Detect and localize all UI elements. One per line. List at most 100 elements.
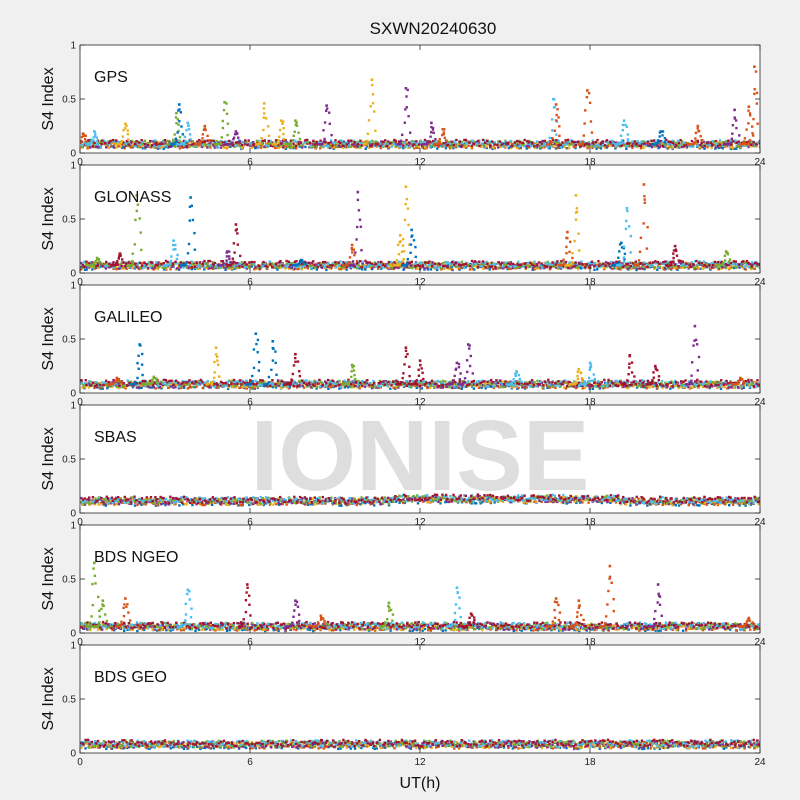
data-point [147, 381, 150, 384]
data-point [297, 267, 300, 271]
data-point [407, 141, 411, 144]
data-point [175, 122, 178, 125]
data-point [621, 265, 624, 268]
data-point [459, 265, 462, 268]
data-point [693, 267, 696, 270]
data-point [117, 383, 121, 386]
data-point [279, 386, 283, 389]
data-point [493, 141, 496, 144]
data-point [355, 259, 359, 263]
y-axis-label: S4 Index [40, 67, 57, 130]
data-point [496, 262, 499, 266]
data-point [555, 113, 558, 117]
data-point [450, 268, 453, 271]
data-point [700, 143, 703, 146]
data-point [696, 263, 699, 266]
data-point [680, 145, 684, 149]
data-point [175, 262, 178, 265]
data-point [431, 261, 434, 264]
data-point [518, 265, 521, 268]
data-point [340, 139, 343, 142]
data-point [727, 261, 730, 265]
data-point [513, 145, 516, 148]
data-point [734, 260, 737, 263]
data-point [453, 264, 456, 267]
data-point [443, 264, 447, 267]
data-point [571, 252, 574, 255]
data-point [420, 262, 424, 266]
data-point [492, 262, 495, 265]
data-point [203, 266, 206, 269]
data-point [143, 266, 146, 269]
data-point [178, 264, 181, 267]
data-point [99, 387, 102, 390]
data-point [274, 144, 277, 147]
data-point [728, 267, 731, 270]
data-point [732, 264, 736, 267]
data-point [574, 140, 577, 144]
data-point [408, 266, 412, 269]
data-point [231, 262, 234, 265]
data-point [84, 262, 88, 265]
data-point [748, 386, 752, 389]
data-point [677, 144, 680, 147]
data-point [119, 254, 122, 257]
data-point [285, 262, 288, 266]
data-point [525, 147, 528, 150]
data-point [620, 246, 624, 249]
data-point [345, 141, 348, 144]
data-point [189, 386, 193, 389]
data-point [217, 143, 220, 146]
data-point [117, 257, 120, 260]
data-point [591, 139, 594, 142]
data-point [728, 146, 732, 149]
data-point [693, 142, 696, 145]
data-point [658, 145, 661, 149]
data-point [178, 135, 182, 139]
data-point [710, 140, 714, 143]
data-point [672, 252, 675, 255]
data-point [337, 144, 340, 147]
data-point [421, 265, 424, 269]
data-point [146, 141, 149, 145]
data-point [403, 267, 406, 270]
data-point [501, 145, 505, 148]
data-point [402, 268, 405, 271]
data-point [546, 386, 549, 389]
data-point [221, 119, 224, 123]
data-point [339, 268, 343, 271]
data-point [408, 143, 411, 146]
data-point [347, 139, 350, 142]
data-point [85, 266, 89, 269]
data-point [335, 145, 338, 148]
data-point [731, 124, 735, 127]
data-point [635, 145, 639, 148]
data-point [688, 263, 691, 267]
data-point [116, 263, 120, 266]
data-point [227, 266, 231, 269]
data-point [282, 144, 286, 148]
data-point [328, 111, 331, 114]
data-point [428, 264, 431, 267]
data-point [586, 145, 589, 148]
data-point [389, 387, 392, 390]
data-point [687, 143, 690, 146]
data-point [702, 260, 705, 263]
data-point [429, 135, 432, 138]
data-point [90, 138, 93, 141]
data-point [195, 266, 199, 270]
data-point [518, 147, 521, 150]
data-point [645, 247, 649, 250]
data-point [472, 140, 476, 143]
data-point [593, 142, 596, 145]
data-point [122, 129, 125, 132]
data-point [478, 144, 481, 148]
data-point [392, 142, 395, 146]
data-point [702, 140, 706, 144]
data-point [602, 266, 605, 269]
data-point [123, 145, 126, 148]
data-point [235, 141, 238, 144]
data-point [735, 141, 739, 144]
data-point [408, 261, 411, 264]
